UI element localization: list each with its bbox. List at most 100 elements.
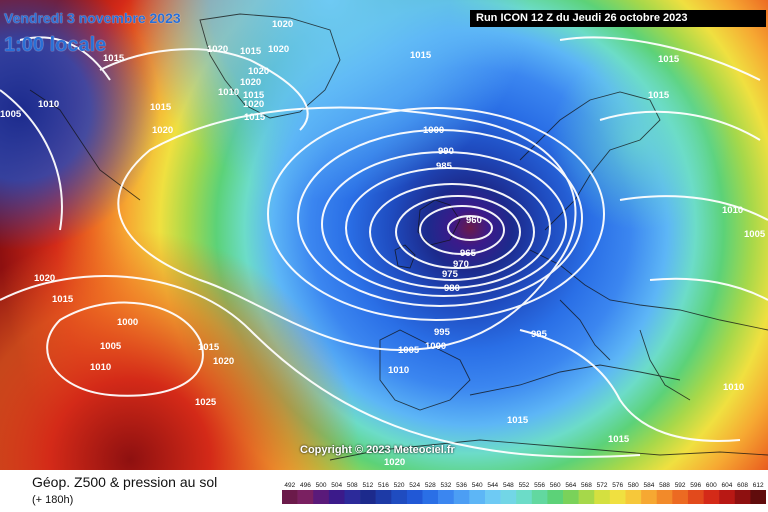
legend-swatch bbox=[531, 490, 548, 504]
legend-swatch bbox=[719, 490, 736, 504]
pressure-label: 1010 bbox=[38, 99, 59, 110]
legend-swatch bbox=[641, 490, 658, 504]
pressure-label: 1020 bbox=[152, 125, 173, 136]
pressure-label: 1005 bbox=[0, 109, 22, 120]
legend-swatch bbox=[609, 490, 626, 504]
pressure-label: 1005 bbox=[100, 341, 122, 352]
legend-value-label: 596 bbox=[690, 482, 701, 489]
legend-value-label: 524 bbox=[409, 482, 420, 489]
legend-swatch bbox=[734, 490, 751, 504]
legend-value-label: 560 bbox=[550, 482, 561, 489]
legend-swatch bbox=[344, 490, 361, 504]
parameter-lead-time: (+ 180h) bbox=[32, 494, 74, 506]
legend-value-label: 512 bbox=[362, 482, 373, 489]
legend-swatch bbox=[516, 490, 533, 504]
pressure-label: 1015 bbox=[150, 102, 172, 113]
legend-value-label: 608 bbox=[737, 482, 748, 489]
color-scale-legend: 492 496 500 504 508 512 516 520 524 528 532 536 540 5… bbox=[282, 482, 766, 504]
legend-value-label: 532 bbox=[441, 482, 452, 489]
legend-value-label: 580 bbox=[628, 482, 639, 489]
pressure-label: 1015 bbox=[410, 50, 432, 61]
pressure-label: 1010 bbox=[388, 365, 409, 376]
pressure-label: 960 bbox=[466, 215, 482, 226]
forecast-time: 1:00 locale bbox=[4, 34, 107, 56]
weather-map: 1020 1015 1020 1015 1020 1020 1020 1020 … bbox=[0, 0, 768, 470]
pressure-label: 1005 bbox=[398, 345, 420, 356]
coastlines bbox=[29, 13, 768, 461]
legend-swatch bbox=[656, 490, 673, 504]
pressure-label: 1015 bbox=[198, 342, 220, 353]
legend-swatch bbox=[313, 490, 330, 504]
legend-swatch bbox=[282, 490, 298, 504]
pressure-label: 1020 bbox=[272, 19, 293, 30]
legend-value-label: 528 bbox=[425, 482, 436, 489]
pressure-label: 1010 bbox=[90, 362, 111, 373]
pressure-labels: 1020 1015 1020 1015 1020 1020 1020 1020 … bbox=[0, 19, 766, 468]
legend-value-label: 504 bbox=[331, 482, 342, 489]
z500-west-trough bbox=[0, 0, 768, 470]
pressure-label: 1015 bbox=[658, 54, 680, 65]
pressure-label: 990 bbox=[438, 146, 454, 157]
legend-value-label: 600 bbox=[706, 482, 717, 489]
pressure-label: 1015 bbox=[608, 434, 630, 445]
pressure-label: 1020 bbox=[207, 44, 228, 55]
pressure-label: 1020 bbox=[268, 44, 289, 55]
legend-value-label: 592 bbox=[675, 482, 686, 489]
copyright-notice: Copyright © 2023 Meteociel.fr bbox=[300, 444, 455, 456]
pressure-label: 1020 bbox=[243, 99, 264, 110]
pressure-label: 965 bbox=[460, 248, 477, 259]
legend-value-label: 572 bbox=[597, 482, 608, 489]
legend-value-label: 492 bbox=[284, 482, 295, 489]
pressure-label: 1015 bbox=[507, 415, 529, 426]
pressure-label: 985 bbox=[436, 161, 453, 172]
pressure-label: 995 bbox=[434, 327, 451, 338]
legend-value-label: 552 bbox=[519, 482, 530, 489]
pressure-label: 1010 bbox=[723, 382, 744, 393]
pressure-label: 1010 bbox=[722, 205, 743, 216]
model-run-info: Run ICON 12 Z du Jeudi 26 octobre 2023 bbox=[470, 10, 766, 27]
pressure-label: 1015 bbox=[52, 294, 74, 305]
pressure-label: 995 bbox=[531, 329, 548, 340]
pressure-label: 1000 bbox=[117, 317, 138, 328]
legend-value-label: 536 bbox=[456, 482, 467, 489]
pressure-label: 1020 bbox=[34, 273, 55, 284]
isobars bbox=[0, 36, 768, 458]
legend-value-label: 496 bbox=[300, 482, 311, 489]
pressure-label: 1025 bbox=[195, 397, 217, 408]
pressure-label: 970 bbox=[453, 259, 469, 270]
pressure-label: 1020 bbox=[213, 356, 234, 367]
legend-swatch bbox=[500, 490, 517, 504]
pressure-label: 980 bbox=[444, 283, 460, 294]
pressure-label: 1015 bbox=[243, 90, 265, 101]
pressure-label: 1000 bbox=[425, 341, 446, 352]
pressure-label: 1020 bbox=[248, 66, 269, 77]
legend-swatch bbox=[703, 490, 720, 504]
forecast-date: Vendredi 3 novembre 2023 bbox=[4, 10, 181, 26]
legend-value-label: 516 bbox=[378, 482, 389, 489]
pressure-label: 1020 bbox=[240, 77, 261, 88]
pressure-label: 1005 bbox=[744, 229, 766, 240]
legend-swatch bbox=[563, 490, 579, 504]
pressure-label: 975 bbox=[442, 269, 459, 280]
legend-value-label: 556 bbox=[534, 482, 545, 489]
pressure-label: 1020 bbox=[384, 457, 405, 468]
legend-swatch bbox=[328, 490, 345, 504]
legend-value-label: 604 bbox=[722, 482, 733, 489]
legend-value-label: 612 bbox=[753, 482, 764, 489]
legend-swatch bbox=[438, 490, 455, 504]
legend-swatch bbox=[375, 490, 392, 504]
pressure-label: 1000 bbox=[423, 125, 444, 136]
legend-value-label: 508 bbox=[347, 482, 358, 489]
legend-value-label: 584 bbox=[643, 482, 654, 489]
legend-value-label: 564 bbox=[565, 482, 576, 489]
pressure-label: 1015 bbox=[244, 112, 266, 123]
legend-swatch bbox=[547, 490, 564, 504]
legend-value-label: 568 bbox=[581, 482, 592, 489]
legend-swatch bbox=[422, 490, 439, 504]
legend-swatch bbox=[469, 490, 486, 504]
legend-swatch bbox=[594, 490, 611, 504]
legend-swatch bbox=[360, 490, 376, 504]
legend-swatch bbox=[625, 490, 642, 504]
legend-value-label: 588 bbox=[659, 482, 670, 489]
